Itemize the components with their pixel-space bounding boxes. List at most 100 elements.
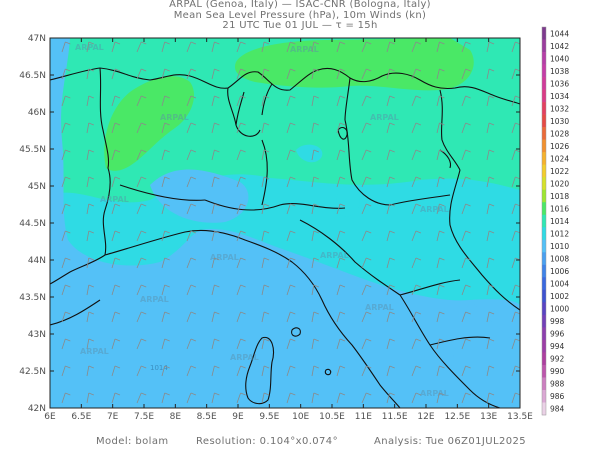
colorbar-swatch bbox=[542, 339, 546, 353]
colorbar-level-label: 1028 bbox=[550, 129, 569, 138]
wind-barb bbox=[486, 68, 495, 80]
wind-barb bbox=[411, 176, 422, 188]
wind-barb bbox=[411, 311, 422, 323]
wind-barb bbox=[261, 284, 270, 296]
wind-barb bbox=[411, 392, 422, 404]
wind-barb bbox=[161, 203, 170, 215]
wind-barb bbox=[236, 68, 246, 80]
wind-barb bbox=[461, 203, 471, 215]
wind-barb bbox=[61, 95, 71, 107]
wind-barb bbox=[311, 203, 319, 215]
wind-barb bbox=[311, 338, 319, 350]
header-field-description: Mean Sea Level Pressure (hPa), 10m Winds… bbox=[173, 9, 427, 21]
wind-barb bbox=[161, 122, 170, 134]
wind-barb bbox=[136, 95, 147, 107]
wind-barb bbox=[336, 41, 346, 53]
wind-barb bbox=[236, 149, 246, 161]
latitude-label: 44N bbox=[28, 256, 46, 266]
wind-barb bbox=[211, 149, 220, 161]
watermark-text: ARPAL bbox=[365, 303, 394, 312]
wind-barb bbox=[236, 41, 246, 53]
wind-barb bbox=[461, 311, 471, 323]
longitude-label: 11E bbox=[355, 412, 372, 422]
wind-barb bbox=[111, 257, 121, 269]
colorbar-level-label: 1014 bbox=[550, 217, 569, 226]
wind-barb bbox=[461, 284, 471, 296]
wind-barb bbox=[86, 392, 94, 404]
latitude-labels: 47N 46.5N 46N 45.5N 45N 44.5N 44N 43.5N 43N 42.5N… bbox=[19, 34, 46, 414]
wind-barb bbox=[211, 41, 220, 53]
watermark-text: ARPAL bbox=[420, 389, 449, 398]
wind-barb bbox=[411, 41, 422, 53]
wind-barb bbox=[286, 365, 296, 377]
wind-barb bbox=[261, 203, 270, 215]
wind-barb bbox=[461, 257, 471, 269]
wind-barb bbox=[436, 230, 445, 242]
wind-barb bbox=[411, 122, 422, 134]
colorbar-swatch bbox=[542, 227, 546, 241]
wind-barb bbox=[411, 257, 422, 269]
wind-barb bbox=[486, 122, 495, 134]
wind-barb bbox=[86, 338, 94, 350]
wind-barb bbox=[311, 365, 319, 377]
wind-barb bbox=[511, 230, 520, 242]
wind-barb bbox=[361, 203, 372, 215]
wind-barb bbox=[261, 176, 270, 188]
wind-barb bbox=[311, 41, 319, 53]
wind-barb bbox=[211, 392, 220, 404]
colorbar-swatch bbox=[542, 327, 546, 341]
wind-barb bbox=[436, 122, 445, 134]
wind-barb bbox=[186, 365, 197, 377]
pressure-colorbar: 1044 1042 1040 1038 1036 1034 1032 1030 1028 1026… bbox=[541, 26, 569, 416]
wind-barb bbox=[386, 257, 395, 269]
longitude-label: 6E bbox=[44, 412, 56, 422]
wind-barb bbox=[486, 41, 495, 53]
wind-barb bbox=[511, 311, 520, 323]
wind-barb bbox=[211, 338, 220, 350]
wind-barb bbox=[336, 230, 346, 242]
wind-barb bbox=[236, 203, 246, 215]
wind-barb bbox=[286, 392, 296, 404]
wind-barb bbox=[136, 176, 147, 188]
wind-barb bbox=[486, 311, 495, 323]
wind-barb bbox=[411, 203, 422, 215]
wind-barb bbox=[186, 203, 197, 215]
wind-barb bbox=[86, 122, 94, 134]
wind-barb bbox=[386, 176, 395, 188]
wind-barb bbox=[486, 284, 495, 296]
colorbar-swatch bbox=[542, 264, 546, 278]
wind-barb bbox=[136, 203, 147, 215]
longitude-label: 11.5E bbox=[382, 412, 408, 422]
wind-barb bbox=[236, 392, 246, 404]
wind-barb bbox=[436, 41, 445, 53]
wind-barb bbox=[86, 68, 94, 80]
watermark-text: ARPAL bbox=[320, 251, 349, 260]
wind-barb bbox=[361, 311, 372, 323]
header-valid-time: 21 UTC Tue 01 JUL — τ = 15h bbox=[222, 20, 378, 31]
longitude-label: 13.5E bbox=[507, 412, 533, 422]
wind-barb bbox=[336, 149, 346, 161]
wind-barb bbox=[336, 365, 346, 377]
wind-barb bbox=[361, 365, 372, 377]
wind-barb bbox=[186, 176, 197, 188]
wind-barb bbox=[411, 149, 422, 161]
colorbar-swatch bbox=[542, 27, 546, 40]
wind-barb bbox=[236, 230, 246, 242]
wind-barb bbox=[436, 284, 445, 296]
wind-barb bbox=[286, 122, 296, 134]
watermark-text: ARPAL bbox=[370, 113, 399, 122]
wind-barb bbox=[361, 338, 372, 350]
wind-barb bbox=[336, 95, 346, 107]
wind-barb bbox=[161, 284, 170, 296]
wind-barb bbox=[486, 176, 495, 188]
wind-barb bbox=[311, 149, 319, 161]
wind-barb bbox=[436, 338, 445, 350]
colorbar-swatch bbox=[542, 89, 546, 103]
wind-barb bbox=[61, 122, 71, 134]
wind-barb bbox=[486, 95, 495, 107]
isobar-label: 1014 bbox=[150, 364, 168, 372]
longitude-label: 7.5E bbox=[134, 412, 154, 422]
header-institutions: ARPAL (Genoa, Italy) — ISAC-CNR (Bologna… bbox=[169, 0, 431, 10]
colorbar-swatch bbox=[542, 139, 546, 153]
colorbar-level-label: 990 bbox=[550, 367, 565, 376]
